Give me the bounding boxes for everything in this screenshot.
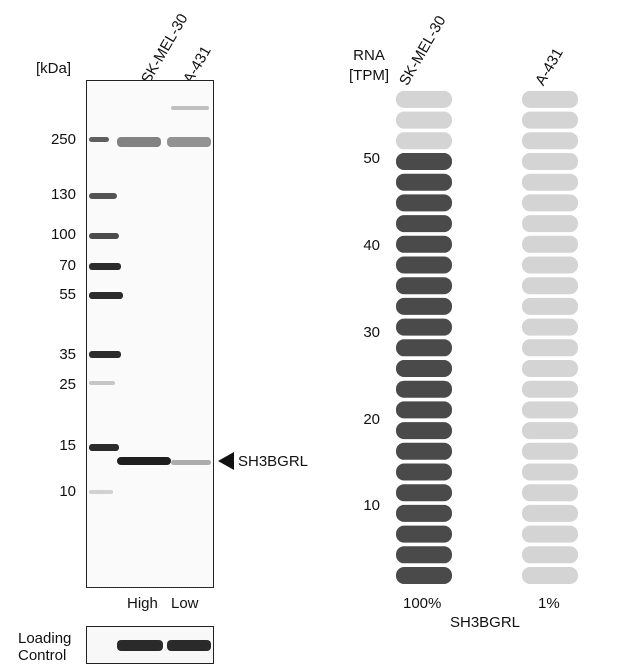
rna-segment-a-431	[522, 380, 578, 398]
rna-segment-sk-mel-30	[396, 297, 452, 315]
rna-segment-sk-mel-30	[396, 132, 452, 150]
rna-segment-a-431	[522, 90, 578, 108]
rna-segment-a-431	[522, 339, 578, 357]
rna-segment-a-431	[522, 504, 578, 522]
rna-segment-a-431	[522, 111, 578, 129]
rna-segment-sk-mel-30	[396, 256, 452, 274]
rna-segment-a-431	[522, 567, 578, 584]
rna-segment-a-431	[522, 442, 578, 460]
rna-segment-a-431	[522, 153, 578, 170]
rna-segment-a-431	[522, 401, 578, 419]
rna-segment-a-431	[522, 360, 578, 377]
rna-segment-sk-mel-30	[396, 525, 452, 543]
rna-segment-a-431	[522, 215, 578, 233]
rna-y-tick: 20	[363, 410, 380, 428]
rna-segment-sk-mel-30	[396, 194, 452, 212]
sample-band-250	[117, 137, 161, 147]
loading-control-image	[86, 626, 214, 664]
rna-segment-a-431	[522, 132, 578, 150]
rna-segment-a-431	[522, 297, 578, 315]
rna-segment-a-431	[522, 422, 578, 440]
rna-segment-sk-mel-30	[396, 463, 452, 481]
rna-gene-label: SH3BGRL	[450, 614, 521, 631]
rna-segment-a-431	[522, 235, 578, 253]
lane-level-high: High	[127, 595, 158, 612]
rna-segment-sk-mel-30	[396, 277, 452, 295]
ladder-band	[89, 233, 119, 239]
rna-segment-sk-mel-30	[396, 504, 452, 522]
marker-label: 250	[50, 131, 76, 148]
ladder-band	[89, 444, 119, 451]
rna-title: RNA [TPM]	[349, 47, 389, 84]
marker-label: 100	[50, 226, 76, 243]
ladder-band	[89, 137, 109, 142]
ladder-band	[89, 490, 113, 494]
marker-label: 15	[59, 437, 76, 454]
marker-label: 25	[59, 376, 76, 393]
ladder-band	[89, 292, 123, 299]
marker-label: 10	[59, 483, 76, 500]
rna-segment-sk-mel-30	[396, 111, 452, 129]
rna-segment-a-431	[522, 318, 578, 336]
rna-percent-a-431: 1%	[538, 595, 560, 612]
rna-segment-sk-mel-30	[396, 546, 452, 564]
rna-segment-a-431	[522, 173, 578, 191]
rna-segment-sk-mel-30	[396, 339, 452, 357]
rna-segment-sk-mel-30	[396, 422, 452, 440]
ladder-band	[89, 263, 121, 270]
rna-segment-a-431	[522, 525, 578, 543]
rna-y-tick: 50	[363, 149, 380, 167]
marker-label: 130	[50, 186, 76, 203]
rna-segment-sk-mel-30	[396, 401, 452, 419]
rna-y-tick: 30	[363, 323, 380, 341]
rna-segment-sk-mel-30	[396, 215, 452, 233]
rna-segment-sk-mel-30	[396, 442, 452, 460]
rna-segment-sk-mel-30	[396, 318, 452, 336]
target-protein-label: SH3BGRL	[238, 453, 309, 470]
rna-segment-sk-mel-30	[396, 153, 452, 170]
rna-segment-a-431	[522, 256, 578, 274]
sample-band-250	[167, 137, 211, 147]
ladder-band	[89, 193, 117, 199]
marker-label: 55	[59, 286, 76, 303]
rna-segment-a-431	[522, 484, 578, 502]
marker-label: 70	[59, 257, 76, 274]
ladder-band	[89, 381, 115, 385]
marker-label: 35	[59, 346, 76, 363]
target-band-a-431	[171, 460, 211, 465]
rna-segment-a-431	[522, 546, 578, 564]
kda-unit-label: [kDa]	[36, 60, 72, 77]
rna-segment-a-431	[522, 277, 578, 295]
target-band-sk-mel-30	[117, 457, 171, 465]
loading-control-band	[167, 640, 211, 651]
rna-segment-sk-mel-30	[396, 90, 452, 108]
rna-segment-sk-mel-30	[396, 173, 452, 191]
rna-segment-sk-mel-30	[396, 484, 452, 502]
loading-control-band	[117, 640, 163, 651]
rna-segment-sk-mel-30	[396, 360, 452, 377]
rna-segment-a-431	[522, 463, 578, 481]
lane-level-low: Low	[171, 595, 199, 612]
rna-segment-sk-mel-30	[396, 567, 452, 584]
rna-segment-sk-mel-30	[396, 380, 452, 398]
target-arrow-icon	[218, 452, 234, 470]
ladder-band	[89, 351, 121, 358]
rna-segment-a-431	[522, 194, 578, 212]
rna-segment-sk-mel-30	[396, 235, 452, 253]
sample-band-high-mw	[171, 106, 209, 110]
loading-control-label: Loading Control	[18, 630, 72, 664]
blot-bottom-edge	[87, 587, 213, 588]
rna-y-tick: 10	[363, 497, 380, 515]
rna-y-tick: 40	[363, 236, 380, 254]
rna-percent-sk-mel-30: 100%	[403, 595, 442, 612]
blot-image	[86, 80, 214, 588]
